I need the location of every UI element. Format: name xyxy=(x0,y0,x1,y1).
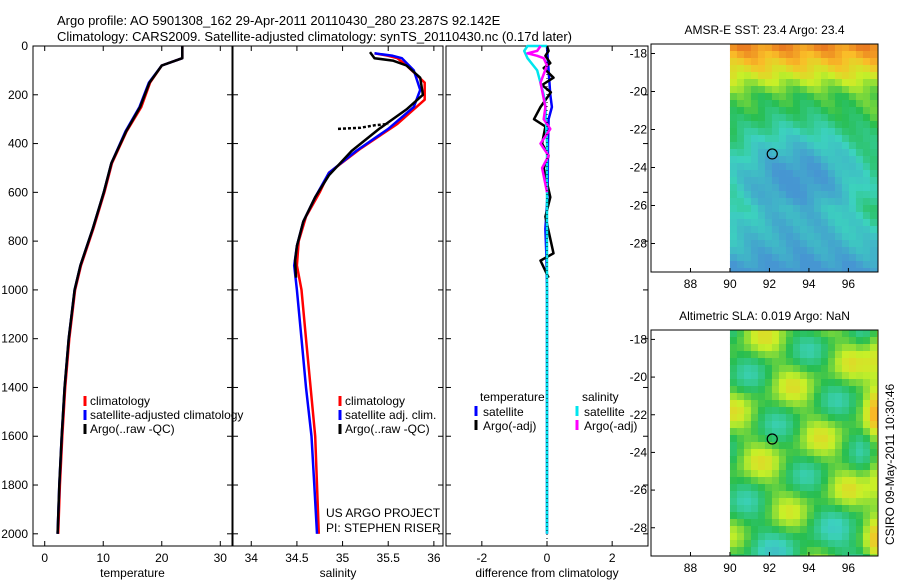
series-line-2-2 xyxy=(522,44,549,534)
timestamp-label: CSIRO 09-May-2011 10:30:46 xyxy=(883,383,897,545)
xtick-label-1-36: 36 xyxy=(427,551,441,565)
legend-label-2-1-0: satellite xyxy=(584,405,625,419)
ytick-label-200: 200 xyxy=(8,88,28,102)
project-label: US ARGO PROJECT xyxy=(326,506,441,520)
ytick-label-600: 600 xyxy=(8,185,28,199)
xlabel-1: salinity xyxy=(320,566,357,580)
map-heatmap-1 xyxy=(729,330,879,557)
ytick-label-0: 0 xyxy=(21,39,28,53)
legend-label-1-2: Argo(..raw -QC) xyxy=(345,422,430,436)
panel-frame-0 xyxy=(32,45,233,547)
map-heatmap-0 xyxy=(729,44,879,273)
xtick-label-1-34: 34 xyxy=(245,551,259,565)
series-line-0-2 xyxy=(56,46,184,534)
legend-label-2-0-0: satellite xyxy=(483,405,524,419)
series-line-1-3 xyxy=(337,122,389,131)
map-title-1: Altimetric SLA: 0.019 Argo: NaN xyxy=(679,309,850,323)
ytick-label-1800: 1800 xyxy=(1,478,28,492)
xtick-label-0-0: 0 xyxy=(41,551,48,565)
argo-position-marker-0 xyxy=(766,148,778,160)
map-ytick-label-0--28: -28 xyxy=(630,237,648,251)
series-line-2-1 xyxy=(532,45,555,279)
map-frame-0 xyxy=(650,43,879,273)
map-ytick-label-1--24: -24 xyxy=(630,445,648,459)
xtick-label-0-20: 20 xyxy=(155,551,169,565)
map-ytick-label-0--18: -18 xyxy=(630,47,648,61)
ytick-label-400: 400 xyxy=(8,137,28,151)
map-frame-1 xyxy=(650,329,879,557)
xtick-label-2--2: -2 xyxy=(477,551,488,565)
map-xtick-label-1-92: 92 xyxy=(763,561,777,575)
panel-frame-1 xyxy=(232,45,444,547)
argo-position-marker-1 xyxy=(766,433,778,445)
xlabel-2: difference from climatology xyxy=(475,566,618,580)
map-xtick-label-0-94: 94 xyxy=(802,277,816,291)
map-xtick-label-1-94: 94 xyxy=(802,561,816,575)
legend-label-2-0-1: Argo(-adj) xyxy=(483,419,536,433)
map-ytick-label-1--20: -20 xyxy=(630,370,648,384)
xtick-label-1-35: 35 xyxy=(336,551,350,565)
series-line-1-1 xyxy=(292,52,422,534)
xlabel-0: temperature xyxy=(100,566,165,580)
map-title-0: AMSR-E SST: 23.4 Argo: 23.4 xyxy=(684,23,844,37)
legend-label-1-0: climatology xyxy=(345,394,405,408)
map-ytick-label-0--22: -22 xyxy=(630,123,648,137)
map-ytick-label-1--18: -18 xyxy=(630,332,648,346)
map-ytick-label-1--28: -28 xyxy=(630,521,648,535)
ytick-label-800: 800 xyxy=(8,234,28,248)
series-line-0-0 xyxy=(56,46,184,534)
pi-label: PI: STEPHEN RISER xyxy=(326,521,441,535)
plot-title-line2: Climatology: CARS2009. Satellite-adjuste… xyxy=(57,29,572,44)
ytick-label-1200: 1200 xyxy=(1,332,28,346)
map-ytick-label-0--20: -20 xyxy=(630,85,648,99)
legend-label-0-0: climatology xyxy=(90,394,150,408)
map-xtick-label-0-96: 96 xyxy=(842,277,856,291)
map-ytick-label-0--26: -26 xyxy=(630,199,648,213)
map-xtick-label-0-90: 90 xyxy=(723,277,737,291)
ytick-label-2000: 2000 xyxy=(1,527,28,541)
series-line-2-3 xyxy=(526,45,552,193)
legend-label-0-1: satellite-adjusted climatology xyxy=(90,408,243,422)
xtick-label-1-35.5: 35.5 xyxy=(377,551,401,565)
series-line-1-2 xyxy=(293,51,425,278)
map-ytick-label-1--22: -22 xyxy=(630,408,648,422)
map-ytick-label-1--26: -26 xyxy=(630,483,648,497)
ytick-label-1600: 1600 xyxy=(1,429,28,443)
xtick-label-2-2: 2 xyxy=(609,551,616,565)
map-xtick-label-0-88: 88 xyxy=(684,277,698,291)
map-xtick-label-1-88: 88 xyxy=(684,561,698,575)
map-xtick-label-1-90: 90 xyxy=(723,561,737,575)
map-xtick-label-0-92: 92 xyxy=(763,277,777,291)
legend-label-2-1-1: Argo(-adj) xyxy=(584,419,637,433)
xtick-label-1-34.5: 34.5 xyxy=(285,551,309,565)
map-xtick-label-1-96: 96 xyxy=(842,561,856,575)
ytick-label-1000: 1000 xyxy=(1,283,28,297)
legend-label-0-2: Argo(..raw -QC) xyxy=(90,422,175,436)
legend-label-1-1: satellite adj. clim. xyxy=(345,408,436,422)
xtick-label-2-0: 0 xyxy=(544,551,551,565)
xtick-label-0-30: 30 xyxy=(214,551,228,565)
legend-group-title-0: temperature xyxy=(480,390,545,404)
xtick-label-0-10: 10 xyxy=(97,551,111,565)
map-ytick-label-0--24: -24 xyxy=(630,161,648,175)
series-line-1-0 xyxy=(295,52,426,534)
legend-group-title-1: salinity xyxy=(582,390,619,404)
ytick-label-1400: 1400 xyxy=(1,380,28,394)
plot-title-line1: Argo profile: AO 5901308_162 29-Apr-2011… xyxy=(57,13,501,28)
